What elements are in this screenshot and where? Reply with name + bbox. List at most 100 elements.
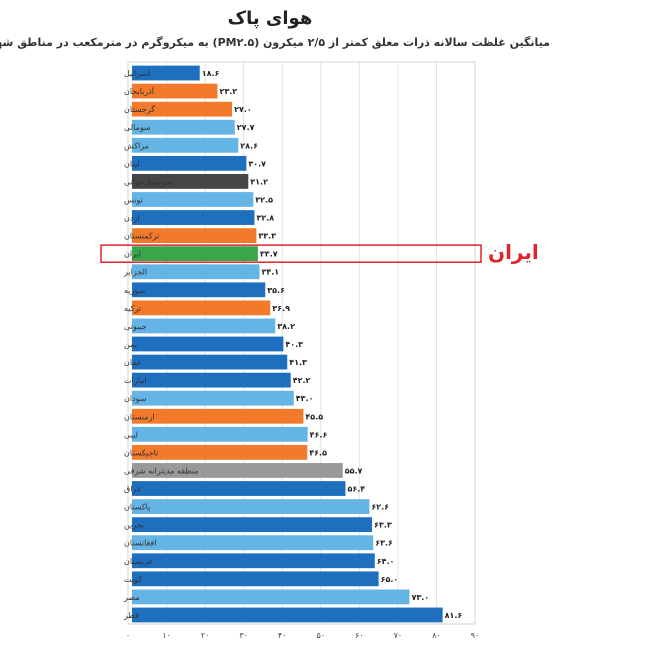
chart-subtitle: میانگین غلظت سالانه ذرات معلق کمتر از ۲/… (0, 36, 550, 49)
value-label: ۳۰.۷ (248, 159, 266, 168)
x-axis-ticks: ۰ ۱۰ ۲۰ ۳۰ ۴۰ ۵۰ ۶۰ ۷۰ ۸۰ ۹۰ (126, 631, 479, 640)
value-label: ۲۸.۶ (240, 141, 258, 150)
category-label: لبنان (124, 159, 140, 168)
bar (132, 354, 288, 370)
category-label: سوریه (124, 286, 146, 295)
bar (132, 246, 258, 262)
x-tick-label: ۹۰ (471, 631, 480, 640)
bar (132, 607, 443, 623)
category-label: عراق (124, 485, 142, 494)
category-label: جیبوتی (124, 322, 147, 331)
bar (132, 264, 260, 280)
category-label: گرجستان (124, 104, 155, 114)
bar (132, 65, 200, 81)
category-label: ترکیه (124, 304, 141, 313)
highlight-callout-label: ایران (488, 240, 539, 264)
bar (132, 101, 233, 117)
bar (132, 426, 308, 442)
bar (132, 119, 235, 135)
value-label: ۴۶.۵ (309, 448, 327, 457)
x-tick-label: ۱۰ (162, 631, 171, 640)
x-tick-label: ۳۰ (239, 631, 248, 640)
value-label: ۶۵.۰ (381, 575, 399, 584)
value-label: ۶۴.۰ (377, 557, 395, 566)
category-label: عربستان (124, 557, 153, 566)
bar (132, 571, 379, 587)
bar (132, 372, 291, 388)
bar (132, 300, 271, 316)
bar (132, 499, 370, 514)
value-label: ۳۳.۷ (260, 250, 278, 259)
value-label: ۲۳.۲ (219, 87, 237, 96)
value-label: ۴۰.۳ (285, 340, 303, 349)
category-label: آذربایجان (124, 86, 155, 96)
bar (132, 155, 247, 171)
category-label: امارات (124, 376, 147, 385)
category-label: ایران (124, 250, 141, 259)
value-label: ۳۵.۶ (267, 286, 285, 295)
category-label: سومالی (124, 123, 151, 132)
value-label: ۳۱.۲ (250, 177, 268, 186)
x-tick-label: ۷۰ (394, 631, 403, 640)
value-label: ۳۳.۳ (258, 232, 276, 241)
value-label: ۷۳.۰ (411, 593, 429, 602)
x-tick-label: ۸۰ (432, 631, 441, 640)
category-label: افغانستان (124, 539, 156, 548)
category-label: منطقه مدیترانه شرقی (124, 466, 199, 475)
bar (132, 83, 218, 99)
category-label: مصر (123, 593, 140, 602)
value-label: ۶۳.۶ (375, 539, 393, 548)
x-tick-label: ۴۰ (278, 631, 287, 640)
plot-frame (127, 61, 476, 625)
category-label: کویت (124, 575, 142, 584)
category-label: پاکستان (124, 503, 150, 512)
value-label: ۴۵.۵ (305, 412, 323, 421)
bar (132, 390, 294, 406)
value-label: ۳۲.۸ (256, 214, 274, 223)
chart-title: هوای پاک (227, 8, 313, 29)
category-label: قطر (123, 611, 139, 620)
category-label: مراکش (124, 141, 149, 150)
category-label: تاجیکستان (124, 448, 158, 457)
value-label: ۳۸.۲ (277, 322, 295, 331)
category-label: لیبی (124, 430, 138, 439)
bar (132, 589, 410, 605)
value-label: ۵۶.۴ (347, 485, 365, 494)
value-label: ۴۲.۲ (293, 376, 311, 385)
bar (132, 444, 308, 460)
bar (132, 517, 373, 533)
bar (132, 318, 276, 334)
x-tick-label: ۶۰ (355, 631, 364, 640)
bar (132, 336, 284, 352)
value-label: ۶۳.۳ (374, 521, 392, 530)
bar (132, 228, 257, 244)
category-label: تونس (124, 195, 143, 204)
value-label: ۶۲.۶ (371, 503, 389, 512)
category-label: سودان (124, 394, 147, 403)
category-label: اسرائیل (124, 69, 150, 78)
category-label: متوسط جهانی (124, 177, 172, 186)
x-tick-label: ۵۰ (316, 631, 325, 640)
category-label: اردن (124, 214, 140, 223)
bar (132, 137, 239, 153)
bar (132, 553, 375, 569)
bar (132, 282, 266, 298)
category-label: الجزایر (123, 268, 147, 277)
highlight-box (100, 244, 482, 263)
value-label: ۴۶.۶ (310, 430, 328, 439)
bar (132, 192, 254, 207)
value-label: ۸۱.۶ (445, 611, 463, 620)
bars (132, 65, 443, 623)
category-label: بحرین (124, 521, 144, 530)
value-label: ۲۷.۰ (234, 105, 252, 114)
category-labels: اسرائیل آذربایجان گرجستان سومالی مراکش لبنان م… (123, 69, 199, 620)
bar (132, 408, 304, 424)
value-label: ۳۴.۱ (261, 268, 279, 277)
category-label: عمان (124, 358, 142, 367)
value-label: ۱۸.۶ (202, 69, 220, 78)
bar (132, 481, 346, 496)
x-tick-label: ۰ (126, 631, 130, 640)
value-label: ۵۵.۷ (345, 466, 363, 475)
value-label: ۲۷.۷ (237, 123, 255, 132)
